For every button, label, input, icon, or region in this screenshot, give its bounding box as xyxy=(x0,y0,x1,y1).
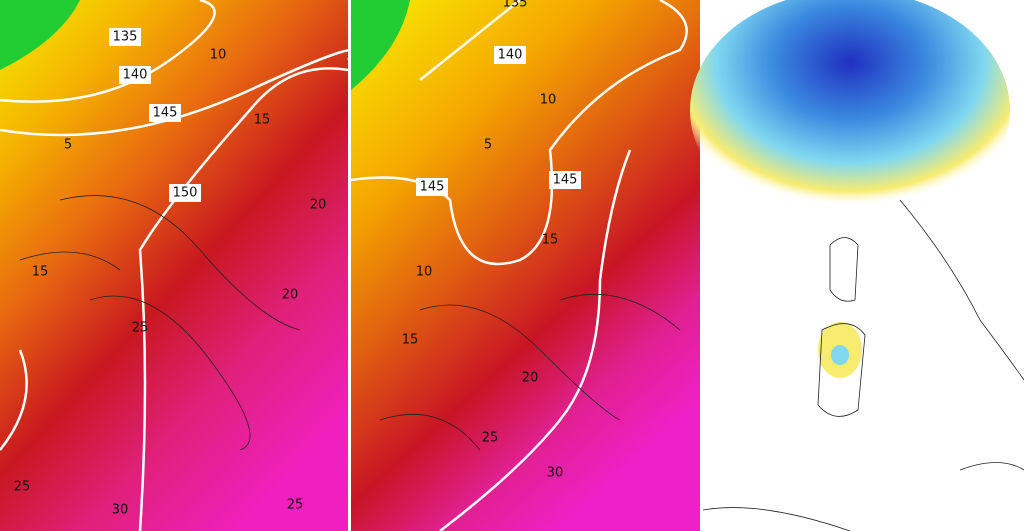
contour-label: 25 xyxy=(287,498,304,513)
contour-label: 15 xyxy=(402,333,419,348)
contour-label: 150 xyxy=(173,186,198,201)
contour-label: 140 xyxy=(498,48,523,63)
label-box xyxy=(119,66,151,84)
contour-label: 145 xyxy=(553,173,578,188)
contour-label: 145 xyxy=(420,180,445,195)
contour-label: 20 xyxy=(310,198,327,213)
contour-label: 25 xyxy=(14,480,31,495)
contour-label: 15 xyxy=(542,233,559,248)
label-box xyxy=(494,46,526,64)
contour-label: 25 xyxy=(132,321,149,336)
contour-label: 145 xyxy=(153,106,178,121)
contour-label: 140 xyxy=(123,68,148,83)
contour-label: 135 xyxy=(113,30,138,45)
contour-label: 10 xyxy=(210,48,227,63)
contour-label: 15 xyxy=(32,265,49,280)
label-box xyxy=(549,171,581,189)
contour-label: 30 xyxy=(547,466,564,481)
label-box xyxy=(169,184,201,202)
contour-label: 20 xyxy=(522,371,539,386)
contour-label: 20 xyxy=(282,288,299,303)
contour-label: 25 xyxy=(482,431,499,446)
panel-3 xyxy=(690,0,1024,531)
contour-label: 5 xyxy=(64,138,72,153)
panel-1 xyxy=(0,0,356,531)
contour-label: 135 xyxy=(503,0,528,11)
label-box xyxy=(109,28,141,46)
label-box xyxy=(149,104,181,122)
contour-label: 5 xyxy=(484,138,492,153)
panel-2 xyxy=(350,0,700,531)
contour-label: 15 xyxy=(254,113,271,128)
contour-label: 30 xyxy=(112,503,129,518)
label-box xyxy=(416,178,448,196)
contour-label: 10 xyxy=(540,93,557,108)
contour-label: 10 xyxy=(416,265,433,280)
